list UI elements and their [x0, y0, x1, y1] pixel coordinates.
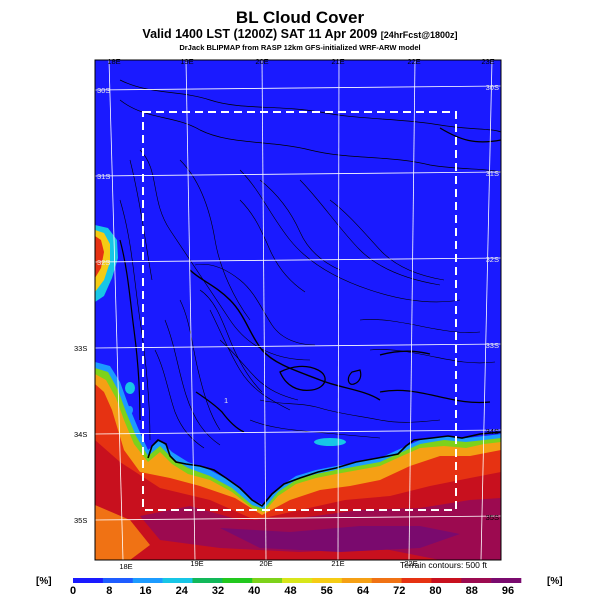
- terrain-contours: [119, 79, 501, 449]
- colorbar-tick-label: 16: [139, 585, 151, 597]
- colorbar-tick-label: 32: [212, 585, 224, 597]
- colorbar-tick-label: 24: [176, 585, 189, 597]
- lat-left-label: 31S: [97, 172, 110, 181]
- colorbar-tick-label: 56: [321, 585, 333, 597]
- colorbar-tick-label: 40: [248, 585, 260, 597]
- colorbar-swatch: [401, 578, 432, 583]
- forecast-info: [24hrFcst@1800z]: [380, 30, 458, 40]
- lat-left-label: 30S: [97, 86, 110, 95]
- lat-right-label: 35S: [486, 513, 499, 522]
- lon-bottom-label: 21E: [331, 559, 344, 568]
- lat-left-label: 34S: [74, 430, 87, 439]
- colorbar-swatch: [461, 578, 492, 583]
- lat-right-label: 33S: [486, 341, 499, 350]
- lat-right-label: 32S: [486, 255, 499, 264]
- colorbar-swatch: [132, 578, 163, 583]
- lon-bottom-label: 18E: [119, 562, 132, 571]
- cloud-band-south-purple: [220, 526, 460, 552]
- colorbar-swatch: [491, 578, 522, 583]
- colorbar-tick-label: 48: [284, 585, 296, 597]
- colorbar-swatch: [371, 578, 402, 583]
- inner-domain-box: [142, 111, 457, 511]
- colorbar-tick-label: 64: [357, 585, 370, 597]
- lat-left-label: 32S: [97, 258, 110, 267]
- colorbar-tick-label: 72: [393, 585, 405, 597]
- colorbar-swatch: [192, 578, 223, 583]
- terrain-note: Terrain contours: 500 ft: [400, 560, 487, 570]
- lat-right-label: 31S: [486, 169, 499, 178]
- lon-top-label: 18E: [107, 57, 120, 66]
- lat-left-label: 35S: [74, 516, 87, 525]
- lon-bottom-label: 19E: [190, 559, 203, 568]
- colorbar-unit-left: [%]: [36, 576, 52, 587]
- model-credit: DrJack BLIPMAP from RASP 12km GFS-initia…: [179, 43, 421, 52]
- colorbar-unit-right: [%]: [547, 576, 563, 587]
- lon-bottom-label: 22E: [404, 559, 417, 568]
- cloud-patch-cyan-b: [125, 382, 135, 394]
- colorbar-tick-label: 8: [106, 585, 112, 597]
- lon-bottom-label: 20E: [259, 559, 272, 568]
- colorbar-swatch: [341, 578, 372, 583]
- colorbar-tick-label: 88: [466, 585, 478, 597]
- colorbar-swatch: [102, 578, 134, 583]
- map-subtitle: Valid 1400 LST (1200Z) SAT 11 Apr 2009 […: [0, 27, 600, 41]
- colorbar-swatch: [73, 578, 104, 583]
- lon-top-label: 23E: [481, 57, 494, 66]
- colorbar-swatch: [162, 578, 193, 583]
- lon-top-label: 20E: [255, 57, 268, 66]
- colorbar-tick-label: 80: [429, 585, 441, 597]
- map-title: BL Cloud Cover: [235, 8, 365, 27]
- valid-time: Valid 1400 LST (1200Z) SAT 11 Apr 2009: [142, 27, 378, 41]
- colorbar-tick-label: 0: [70, 585, 76, 597]
- cloud-patch-cyan-c: [127, 406, 133, 414]
- colorbar-tick-label: 96: [502, 585, 514, 597]
- colorbar-swatch: [252, 578, 283, 583]
- colorbar-swatch: [222, 578, 253, 583]
- lon-top-label: 22E: [407, 57, 420, 66]
- lat-lon-grid: [95, 60, 501, 560]
- lon-top-label: 21E: [331, 57, 344, 66]
- lat-right-label: 34S: [486, 427, 499, 436]
- colorbar-swatch: [282, 578, 313, 583]
- colorbar-swatch: [311, 578, 343, 583]
- cloud-patch-west-upper-inner: [95, 236, 104, 278]
- lat-right-label: 30S: [486, 83, 499, 92]
- map-frame: [94, 59, 502, 561]
- lon-top-label: 19E: [180, 57, 193, 66]
- coastline: [147, 431, 501, 508]
- point-marker: 1: [224, 396, 228, 405]
- lat-left-label: 33S: [74, 344, 87, 353]
- colorbar-swatch: [431, 578, 462, 583]
